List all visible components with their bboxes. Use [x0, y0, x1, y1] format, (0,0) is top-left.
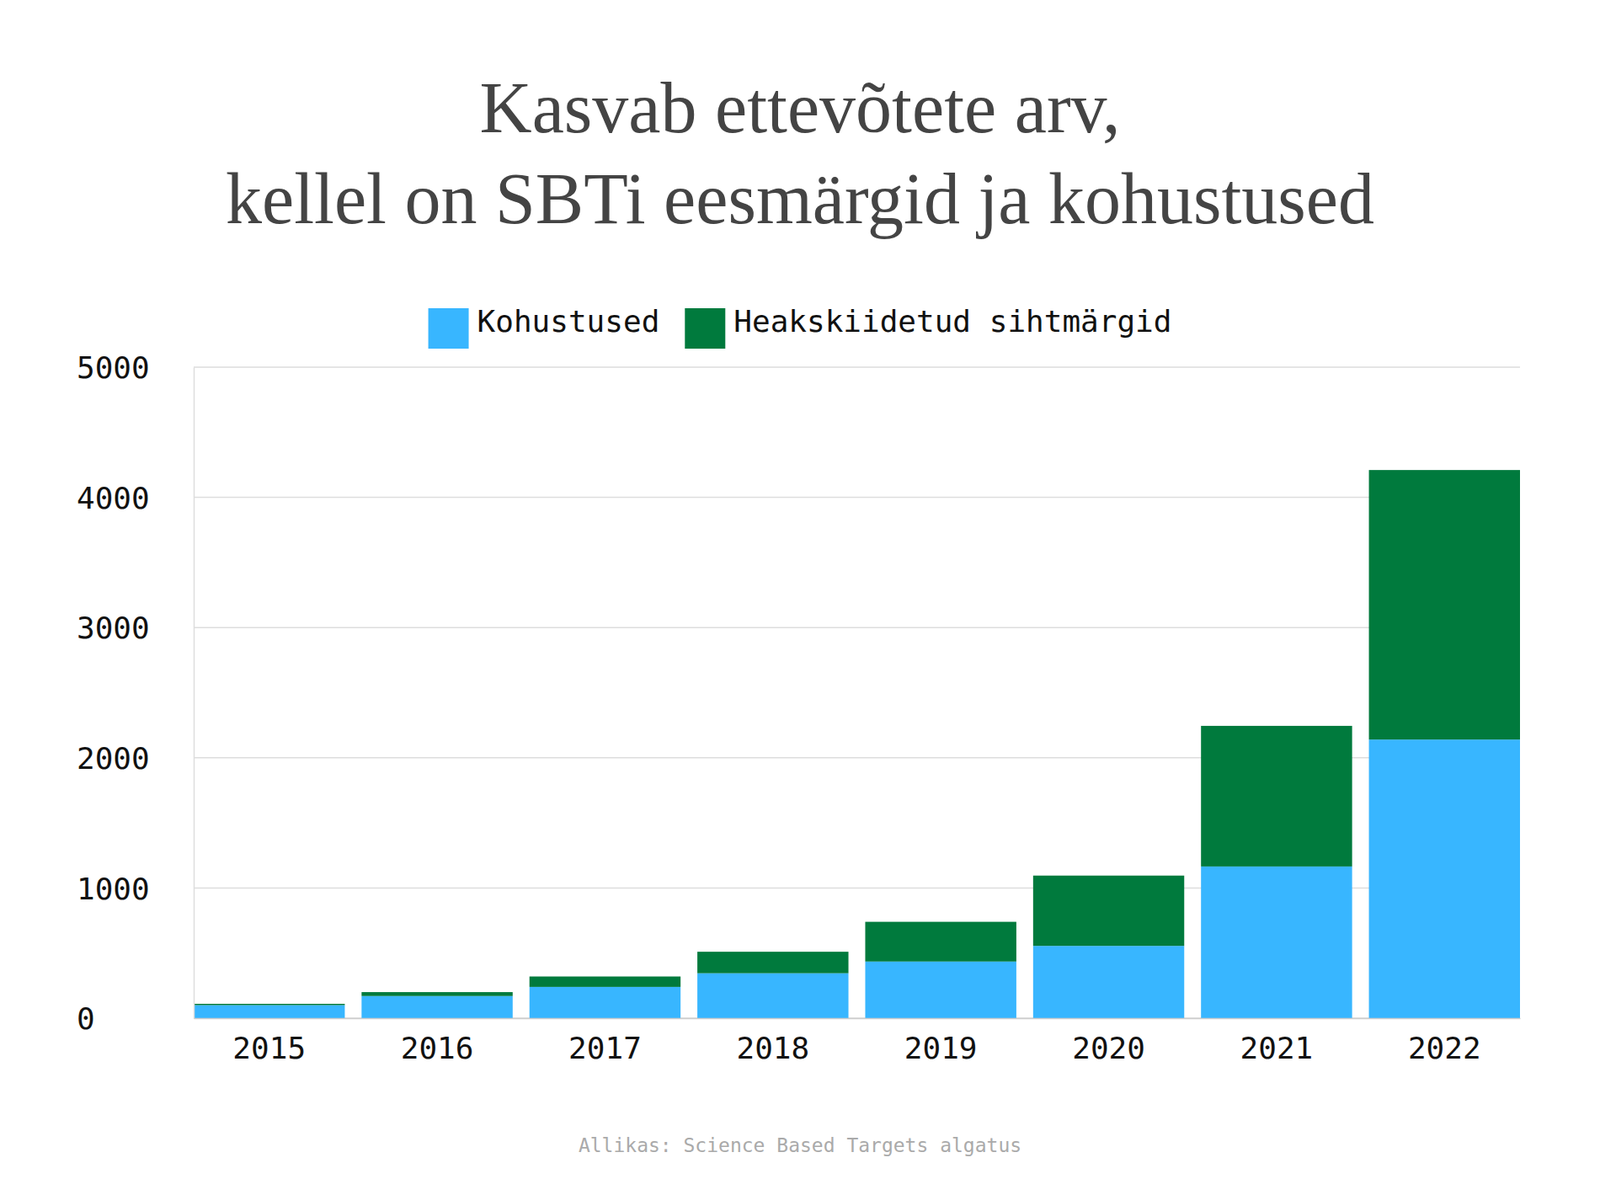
x-axis: 2015 2016 2017 2018 2019 2020 2021 2022 — [194, 1018, 1521, 1066]
bar — [529, 986, 681, 1019]
x-tick-label: 2022 — [1408, 1030, 1482, 1066]
bar — [1369, 469, 1520, 740]
bar — [697, 951, 848, 974]
y-tick: 4000 — [76, 480, 194, 516]
title-line: kellel on SBTi eesmärgid ja kohustused — [225, 158, 1375, 240]
grid-line — [193, 496, 1520, 499]
source: Allikas: Science Based Targets algatus — [578, 1134, 1022, 1157]
legend-label: Kohustused — [477, 304, 661, 339]
title-line: Kasvab ettevõtete arv, — [480, 67, 1121, 149]
y-tick: 0 — [76, 1001, 194, 1036]
x-tick: 2022 — [1408, 1018, 1482, 1066]
x-tick-label: 2020 — [1072, 1030, 1146, 1066]
x-tick-label: 2021 — [1240, 1030, 1314, 1066]
y-axis: 0 1000 2000 3000 4000 5000 — [76, 350, 195, 1036]
x-tick-label: 2019 — [904, 1030, 978, 1066]
bar — [193, 1005, 345, 1019]
bar — [697, 973, 848, 1019]
y-tick: 1000 — [76, 871, 194, 907]
x-tick: 2016 — [400, 1018, 475, 1066]
y-tick: 5000 — [76, 350, 194, 385]
y-tick-label: 2000 — [76, 741, 150, 776]
x-axis-line — [194, 1018, 1521, 1020]
y-tick-label: 0 — [76, 1001, 96, 1036]
bar — [361, 996, 512, 1019]
title: Kasvab ettevõtete arv, kellel on SBTi ees… — [225, 67, 1375, 240]
series — [193, 469, 1520, 1005]
bar — [193, 1003, 345, 1006]
y-tick: 2000 — [76, 741, 194, 776]
y-tick-label: 5000 — [76, 350, 150, 385]
x-tick: 2018 — [736, 1018, 810, 1066]
x-tick-label: 2018 — [736, 1030, 810, 1066]
bar — [864, 961, 1016, 1019]
plot: 0100020003000400050002015201620172018201… — [76, 350, 1521, 1065]
y-tick: 3000 — [76, 610, 194, 646]
bar — [1033, 875, 1184, 946]
grid-line — [193, 366, 1520, 368]
chart: Kasvab ettevõtete arv, kellel on SBTi ees… — [0, 0, 1600, 1179]
legend: Kohustused Heakskiidetud sihtmärgid — [428, 304, 1173, 349]
legend-swatch — [428, 308, 470, 349]
y-tick-label: 3000 — [76, 610, 150, 646]
legend-swatch — [684, 308, 726, 349]
x-tick: 2015 — [232, 1018, 306, 1066]
x-tick-label: 2015 — [232, 1030, 306, 1066]
legend-item: Heakskiidetud sihtmärgid — [684, 304, 1172, 349]
legend-label: Heakskiidetud sihtmärgid — [733, 304, 1172, 339]
y-axis-line — [193, 368, 196, 1019]
x-tick: 2019 — [904, 1018, 978, 1066]
legend-item: Kohustused — [428, 304, 661, 349]
bar — [1200, 866, 1352, 1019]
bar — [361, 992, 512, 997]
bar — [529, 976, 681, 987]
y-tick-label: 4000 — [76, 480, 150, 516]
y-tick-label: 1000 — [76, 871, 150, 907]
grid — [193, 367, 1520, 1019]
bar — [1033, 945, 1184, 1019]
grid-line — [193, 626, 1520, 629]
x-tick: 2017 — [568, 1018, 642, 1066]
bar — [1369, 739, 1520, 1019]
bar — [864, 922, 1016, 962]
x-tick-label: 2017 — [568, 1030, 642, 1066]
x-tick: 2021 — [1240, 1018, 1314, 1066]
bar — [1200, 725, 1352, 867]
x-tick-label: 2016 — [400, 1030, 475, 1066]
bars — [193, 469, 1520, 1019]
x-tick: 2020 — [1072, 1018, 1146, 1066]
